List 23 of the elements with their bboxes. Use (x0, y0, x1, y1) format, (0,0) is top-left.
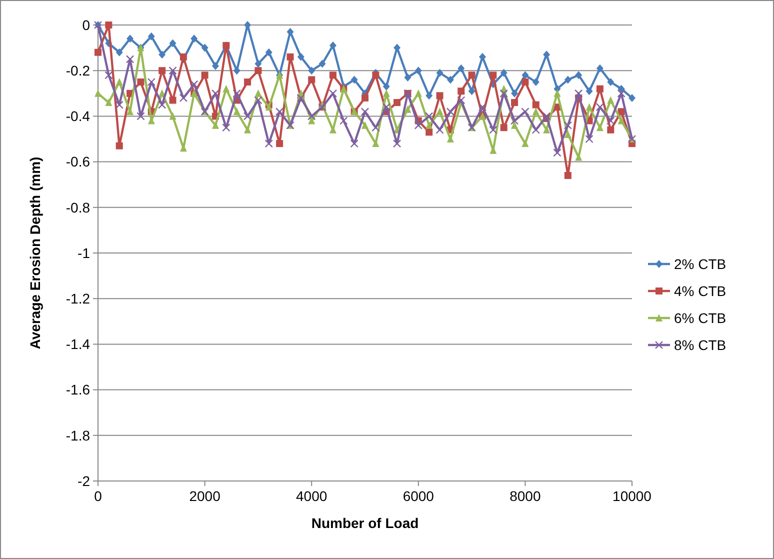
x-tick-label: 2000 (189, 488, 221, 504)
y-tick-label: -0.2 (66, 62, 90, 78)
legend-label: 8% CTB (674, 336, 726, 353)
y-tick-label: -1.2 (66, 290, 90, 306)
x-tick-label: 6000 (402, 488, 434, 504)
y-tick-label: -1.4 (66, 336, 90, 352)
y-tick-label: -1.8 (66, 427, 90, 444)
y-tick-label: -1 (78, 244, 90, 261)
x-tick-label: 10000 (612, 488, 652, 504)
x-axis-title: Number of Load (311, 515, 419, 531)
x-tick-label: 0 (94, 488, 102, 504)
x-tick-label: 4000 (296, 488, 328, 504)
y-tick-label: 0 (82, 16, 90, 33)
y-axis-title: Average Erosion Depth (mm) (27, 156, 43, 350)
y-tick-label: -0.6 (66, 154, 90, 170)
x-tick-label: 8000 (510, 488, 541, 504)
y-tick-label: -2 (78, 472, 90, 489)
legend-label: 2% CTB (674, 256, 726, 272)
legend-label: 4% CTB (674, 282, 726, 299)
legend-label: 6% CTB (674, 310, 726, 326)
y-tick-label: -1.6 (66, 382, 90, 398)
y-tick-label: -0.4 (66, 108, 90, 124)
y-tick-label: -0.8 (66, 199, 90, 216)
